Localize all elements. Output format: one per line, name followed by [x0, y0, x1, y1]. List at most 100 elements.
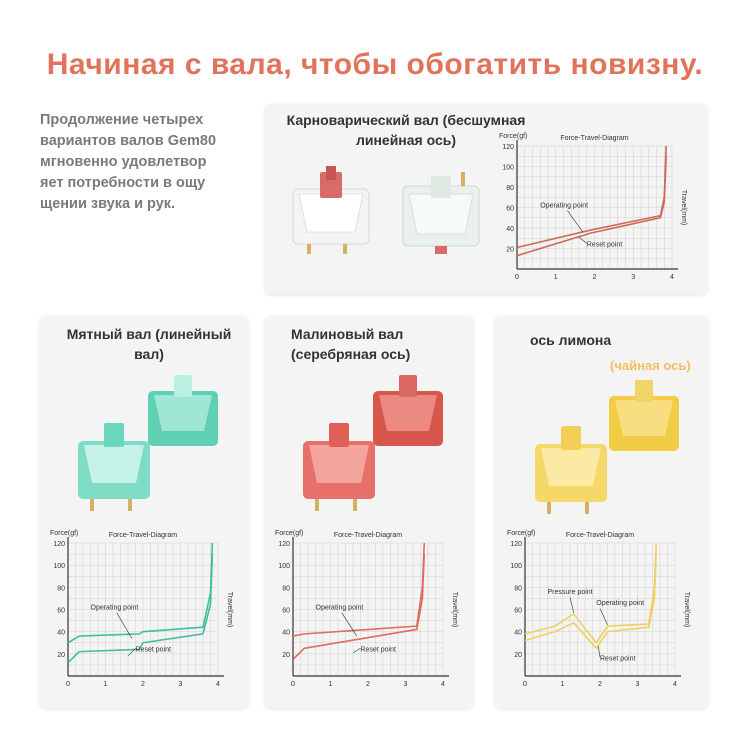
annotation-operating-point: Operating point	[91, 605, 139, 612]
x-tick-label: 4	[441, 681, 445, 688]
annotation-leader	[127, 648, 136, 657]
y-tick-label: 120	[278, 541, 290, 548]
annotation-leader	[597, 646, 601, 658]
y-tick-label: 80	[514, 585, 522, 592]
x-tick-label: 3	[179, 681, 183, 688]
y-tick-label: 100	[510, 563, 522, 570]
x-tick-label: 2	[141, 681, 145, 688]
y-tick-label: 80	[282, 585, 290, 592]
y-axis-label: Force(gf)	[507, 530, 535, 537]
y-tick-label: 40	[282, 630, 290, 637]
y-tick-label: 100	[278, 563, 290, 570]
card-carno-title: Карноварический вал (бесшумная линейная …	[286, 112, 526, 148]
x-tick-label: 2	[598, 681, 602, 688]
x-tick-label: 0	[66, 681, 70, 688]
x-axis-label: Travel(mm)	[226, 592, 233, 628]
series-line-2	[524, 554, 658, 650]
mint-switches-image	[78, 375, 218, 511]
annotation-leader	[341, 612, 358, 637]
annotation-reset-point: Reset point	[361, 647, 396, 654]
card-mint: Мятный вал (линейный вал) 20 40 60 80 100 120…	[40, 316, 248, 708]
series-line-1	[524, 542, 658, 644]
x-tick-label: 0	[515, 274, 519, 281]
y-tick-label: 120	[502, 144, 514, 151]
card-lemon: ось лимона (чайная ось) 20 40 60 80 100 120 0 1…	[495, 316, 708, 708]
x-tick-label: 2	[593, 274, 597, 281]
y-tick-label: 100	[53, 563, 65, 570]
annotation-operating-point: Operating point	[596, 600, 644, 607]
chart-title: Force-Travel-Diagram	[560, 135, 628, 142]
y-tick-label: 20	[57, 652, 65, 659]
y-tick-label: 20	[506, 247, 514, 254]
y-tick-label: 60	[57, 608, 65, 615]
x-tick-label: 4	[670, 274, 674, 281]
x-tick-label: 0	[523, 681, 527, 688]
x-tick-label: 1	[104, 681, 108, 688]
card-carno: Карноварический вал (бесшумная линейная …	[265, 104, 707, 294]
y-tick-label: 60	[514, 608, 522, 615]
y-tick-label: 80	[57, 585, 65, 592]
y-tick-label: 120	[53, 541, 65, 548]
y-axis-label: Force(gf)	[50, 530, 78, 537]
lemon-force-travel-chart: 20 40 60 80 100 120 0 1 2 3 4 Force(gf) Force-Travel…	[507, 530, 690, 688]
annotation-operating-point: Operating point	[540, 203, 588, 210]
x-tick-label: 0	[291, 681, 295, 688]
annotation-leader	[578, 236, 587, 244]
x-tick-label: 3	[631, 274, 635, 281]
y-tick-label: 80	[506, 185, 514, 192]
x-axis-label: Travel(mm)	[683, 592, 690, 628]
annotation-leader	[352, 648, 361, 653]
card-lemon-title: ось лимона	[530, 332, 612, 348]
y-tick-label: 40	[506, 226, 514, 233]
series-line-1	[292, 542, 426, 637]
y-tick-label: 60	[282, 608, 290, 615]
x-tick-label: 1	[561, 681, 565, 688]
raspberry-force-travel-chart: 20 40 60 80 100 120 0 1 2 3 4 Force(gf) Force-Travel…	[275, 530, 458, 688]
y-tick-label: 20	[514, 652, 522, 659]
annotation-reset-point: Reset point	[600, 655, 635, 662]
chart-title: Force-Travel-Diagram	[566, 532, 634, 539]
carno-force-travel-chart: 20 40 60 80 100 120 0 1 2 3 4 Force(gf) Force-Travel…	[499, 133, 687, 281]
page-title: Начиная с вала, чтобы обогатить новизну.	[46, 48, 704, 81]
annotation-pressure-point: Pressure point	[548, 589, 593, 596]
y-tick-label: 40	[57, 630, 65, 637]
y-tick-label: 40	[514, 630, 522, 637]
card-mint-title: Мятный вал (линейный вал)	[66, 326, 232, 362]
card-raspberry: Малиновый вал (серебряная ось) 20 40 60 80 1…	[265, 316, 473, 708]
chart-title: Force-Travel-Diagram	[334, 532, 402, 539]
lemon-switches-image	[535, 380, 679, 514]
x-tick-label: 1	[329, 681, 333, 688]
carno-switches-image	[292, 166, 480, 254]
annotation-leader	[569, 597, 575, 613]
series-line-2	[67, 554, 214, 664]
chart-title: Force-Travel-Diagram	[109, 532, 177, 539]
card-lemon-subtitle: (чайная ось)	[610, 358, 691, 373]
y-tick-label: 120	[510, 541, 522, 548]
annotation-leader	[567, 210, 584, 233]
x-tick-label: 2	[366, 681, 370, 688]
annotation-operating-point: Operating point	[316, 605, 364, 612]
x-tick-label: 3	[404, 681, 408, 688]
y-tick-label: 60	[506, 206, 514, 213]
x-axis-label: Travel(mm)	[680, 190, 687, 226]
y-tick-label: 100	[502, 165, 514, 172]
annotation-reset-point: Reset point	[587, 241, 622, 248]
x-axis-label: Travel(mm)	[451, 592, 458, 628]
annotation-leader	[599, 608, 608, 626]
x-tick-label: 4	[673, 681, 677, 688]
series-line-2	[516, 156, 667, 257]
mint-force-travel-chart: 20 40 60 80 100 120 0 1 2 3 4 Force(gf) Force-Travel…	[50, 530, 233, 688]
card-raspberry-title: Малиновый вал (серебряная ось)	[291, 326, 411, 362]
y-axis-label: Force(gf)	[275, 530, 303, 537]
y-tick-label: 20	[282, 652, 290, 659]
x-tick-label: 1	[554, 274, 558, 281]
y-axis-label: Force(gf)	[499, 133, 527, 140]
series-line-2	[292, 554, 426, 660]
annotation-reset-point: Reset point	[136, 647, 171, 654]
annotation-leader	[116, 612, 133, 639]
series-line-1	[67, 542, 214, 644]
x-tick-label: 3	[636, 681, 640, 688]
x-tick-label: 4	[216, 681, 220, 688]
intro-text: Продолжение четырех вариантов валов Gem8…	[40, 112, 217, 212]
raspberry-switches-image	[303, 375, 443, 511]
